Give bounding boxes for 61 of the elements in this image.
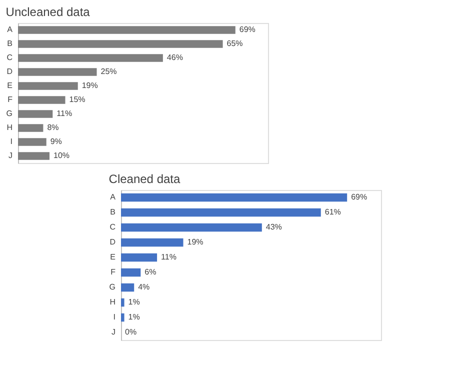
bar: [18, 138, 46, 146]
y-tick-label: A: [7, 25, 14, 34]
data-label: 1%: [128, 312, 140, 322]
y-tick-label: F: [8, 95, 13, 104]
y-tick-label: E: [110, 252, 116, 262]
bar: [18, 82, 78, 90]
bar: [18, 96, 66, 104]
data-label: 10%: [54, 151, 70, 160]
bar: [121, 238, 184, 247]
bar: [18, 110, 53, 118]
chart-title: Uncleaned data: [6, 5, 90, 19]
bar: [18, 68, 97, 76]
data-label: 9%: [50, 137, 62, 146]
data-label: 1%: [128, 298, 140, 306]
y-tick-label: D: [110, 238, 116, 246]
y-tick-label: J: [112, 328, 116, 336]
bar: [18, 40, 223, 48]
data-label: 19%: [82, 81, 98, 90]
data-label: 6%: [144, 268, 156, 276]
y-tick-label: C: [110, 222, 116, 232]
bar: [121, 253, 158, 262]
data-label: 4%: [138, 282, 150, 292]
data-label: 11%: [161, 252, 176, 262]
data-label: 11%: [56, 109, 72, 118]
data-label: 69%: [351, 192, 368, 202]
data-label: 25%: [100, 67, 117, 76]
data-label: 15%: [69, 95, 86, 104]
y-tick-label: J: [8, 151, 12, 160]
bar: [121, 268, 141, 277]
bar: [121, 298, 124, 307]
bar: [121, 313, 124, 322]
data-label: 69%: [239, 25, 256, 34]
y-tick-label: I: [10, 137, 12, 146]
bar: [18, 124, 44, 132]
data-label: 61%: [324, 208, 341, 216]
data-label: 43%: [266, 222, 282, 232]
bar: [18, 152, 50, 160]
y-tick-label: I: [113, 312, 116, 322]
data-label: 8%: [47, 123, 59, 132]
y-tick-label: G: [109, 282, 116, 292]
bar: [121, 283, 134, 292]
y-tick-label: F: [110, 268, 116, 276]
bar: [18, 54, 163, 62]
y-tick-label: H: [110, 298, 116, 306]
bar: [18, 26, 236, 34]
y-tick-label: B: [7, 39, 12, 48]
data-label: 19%: [187, 238, 204, 246]
y-tick-label: G: [6, 109, 12, 118]
chart-title: Cleaned data: [108, 172, 180, 186]
data-label: 65%: [226, 39, 243, 48]
y-tick-label: C: [6, 53, 13, 62]
bar: [121, 223, 262, 232]
y-tick-label: E: [7, 81, 12, 90]
y-tick-label: B: [110, 208, 116, 216]
y-tick-label: D: [6, 67, 13, 76]
data-label: 46%: [166, 53, 183, 62]
data-label: 0%: [125, 328, 137, 336]
y-tick-label: A: [110, 192, 116, 202]
y-tick-label: H: [6, 123, 13, 132]
bar: [121, 208, 321, 217]
bar: [121, 193, 348, 202]
